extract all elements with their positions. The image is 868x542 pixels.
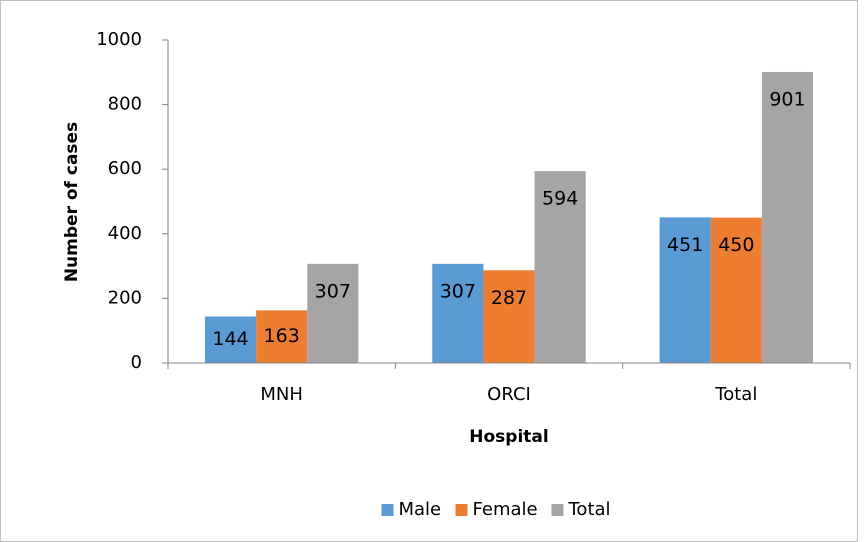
legend-label: Total [568, 499, 611, 520]
bar [307, 263, 359, 363]
y-tick-label: 600 [108, 158, 142, 179]
data-label: 901 [769, 88, 805, 110]
legend-label: Female [473, 499, 538, 520]
y-tick-label: 0 [131, 352, 142, 373]
x-tick-label: ORCI [487, 384, 531, 405]
data-label: 144 [212, 328, 248, 350]
legend-swatch [551, 504, 564, 516]
bar [432, 263, 484, 363]
data-label: 451 [667, 234, 703, 256]
y-tick-label: 1000 [96, 29, 142, 50]
bar [761, 71, 814, 364]
legend-swatch [455, 504, 468, 516]
y-tick-label: 200 [108, 287, 142, 308]
data-label: 307 [440, 280, 476, 302]
data-label: 594 [542, 188, 578, 210]
x-tick-label: MNH [260, 384, 303, 405]
y-tick-label: 800 [108, 94, 142, 115]
data-label: 450 [718, 234, 754, 256]
bar [204, 316, 257, 363]
data-label: 287 [491, 287, 527, 309]
legend-label: Male [399, 499, 442, 520]
data-label: 163 [264, 325, 300, 347]
bar [534, 171, 586, 363]
y-tick-label: 400 [108, 223, 142, 244]
x-axis-title: Hospital [469, 427, 548, 447]
data-label: 307 [315, 280, 351, 302]
bar [710, 217, 762, 363]
x-tick-label: Total [714, 384, 757, 405]
legend-swatch [381, 504, 394, 516]
bar [483, 270, 535, 363]
y-axis-title: Number of cases [62, 122, 82, 282]
bar [256, 310, 308, 363]
bar [659, 217, 711, 363]
